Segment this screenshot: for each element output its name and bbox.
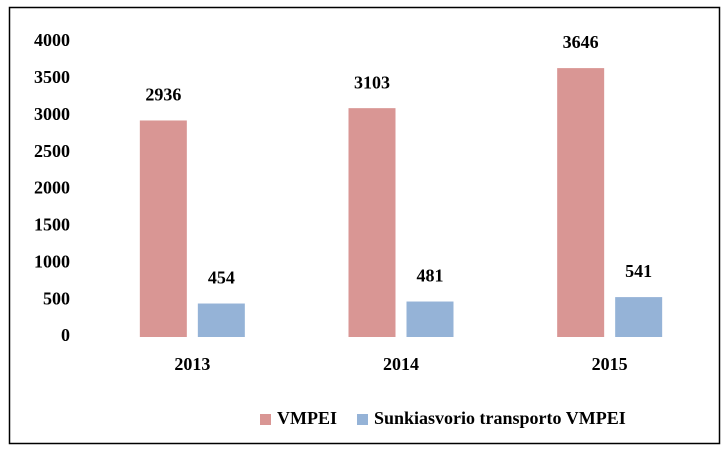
y-tick-label: 3500 bbox=[34, 67, 70, 87]
y-tick-label: 500 bbox=[43, 288, 70, 308]
x-tick-label: 2015 bbox=[592, 354, 628, 374]
bar bbox=[615, 297, 663, 337]
x-tick-label: 2013 bbox=[174, 354, 210, 374]
y-tick-label: 0 bbox=[61, 325, 70, 345]
legend-swatch bbox=[357, 414, 368, 425]
bar bbox=[557, 68, 605, 338]
bar bbox=[139, 120, 187, 337]
data-label: 3103 bbox=[354, 72, 390, 92]
y-tick-label: 4000 bbox=[34, 30, 70, 50]
y-tick-label: 3000 bbox=[34, 104, 70, 124]
y-tick-label: 2500 bbox=[34, 141, 70, 161]
legend-label: VMPEI bbox=[277, 408, 337, 428]
data-label: 541 bbox=[625, 261, 652, 281]
y-tick-label: 1500 bbox=[34, 215, 70, 235]
data-label: 454 bbox=[208, 268, 235, 288]
bar bbox=[348, 108, 396, 337]
y-tick-label: 1000 bbox=[34, 251, 70, 271]
data-label: 2936 bbox=[145, 85, 181, 105]
data-label: 3646 bbox=[563, 32, 599, 52]
y-tick-label: 2000 bbox=[34, 178, 70, 198]
bar bbox=[406, 301, 454, 337]
legend-swatch bbox=[260, 414, 271, 425]
legend-label: Sunkiasvorio transporto VMPEI bbox=[374, 408, 626, 428]
x-tick-label: 2014 bbox=[383, 354, 419, 374]
bar bbox=[197, 303, 245, 337]
data-label: 481 bbox=[417, 266, 444, 286]
